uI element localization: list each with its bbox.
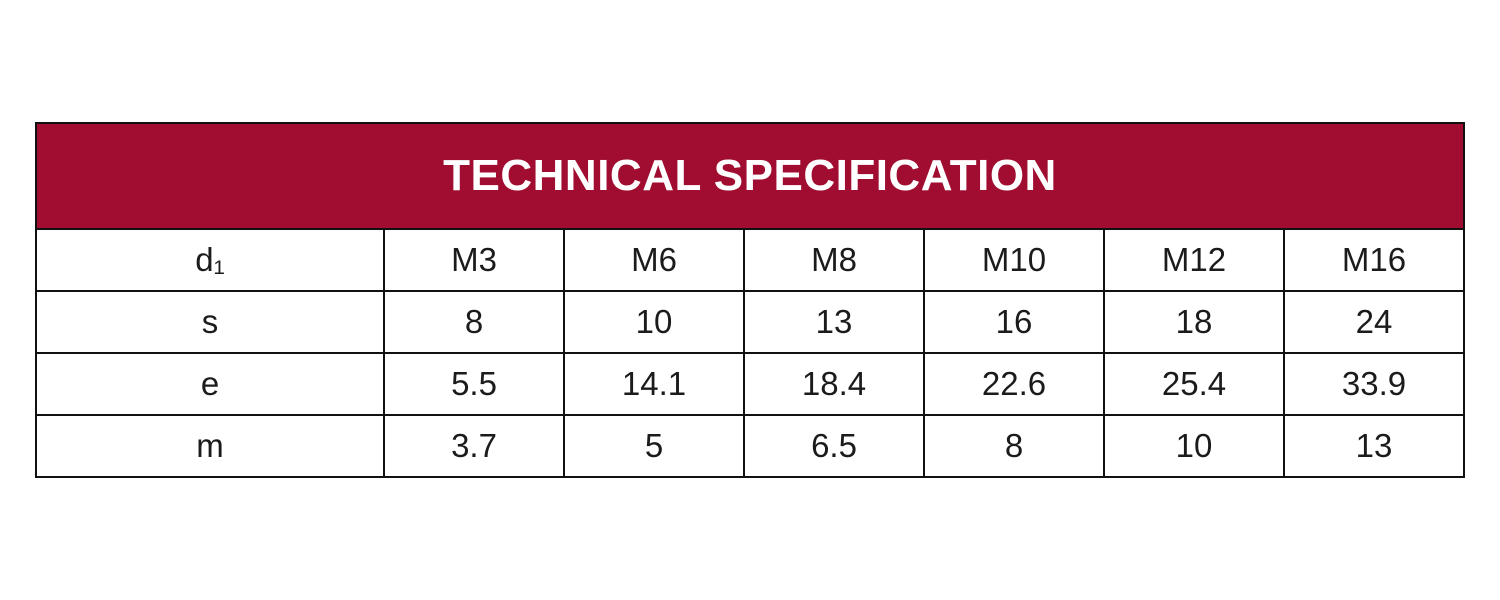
table-cell: 10 <box>563 290 745 354</box>
table-cell: 5.5 <box>383 352 565 416</box>
table-cell: M12 <box>1103 228 1285 292</box>
table-row-s: s 8 10 13 16 18 24 <box>35 290 1465 354</box>
row-label-m: m <box>35 414 385 478</box>
table-cell: 8 <box>383 290 565 354</box>
table-cell: 13 <box>743 290 925 354</box>
table-cell: 18 <box>1103 290 1285 354</box>
table-cell: M10 <box>923 228 1105 292</box>
table-cell: M16 <box>1283 228 1465 292</box>
table-cell: 25.4 <box>1103 352 1285 416</box>
table-cell: M3 <box>383 228 565 292</box>
table-cell: 33.9 <box>1283 352 1465 416</box>
table-cell: 5 <box>563 414 745 478</box>
table-cell: 14.1 <box>563 352 745 416</box>
row-label-e: e <box>35 352 385 416</box>
table-title-row: TECHNICAL SPECIFICATION <box>35 122 1465 230</box>
table-cell: M8 <box>743 228 925 292</box>
table-cell: 18.4 <box>743 352 925 416</box>
table-cell: 16 <box>923 290 1105 354</box>
table-cell: 24 <box>1283 290 1465 354</box>
table-cell: 13 <box>1283 414 1465 478</box>
table-cell: 22.6 <box>923 352 1105 416</box>
table-cell: 8 <box>923 414 1105 478</box>
technical-specification-table: TECHNICAL SPECIFICATION d₁ M3 M6 M8 M10 … <box>35 122 1465 478</box>
table-title: TECHNICAL SPECIFICATION <box>35 122 1465 230</box>
row-label-d1: d₁ <box>35 228 385 292</box>
table-row-m: m 3.7 5 6.5 8 10 13 <box>35 414 1465 478</box>
table-row-e: e 5.5 14.1 18.4 22.6 25.4 33.9 <box>35 352 1465 416</box>
table-row-d1: d₁ M3 M6 M8 M10 M12 M16 <box>35 228 1465 292</box>
table-cell: 6.5 <box>743 414 925 478</box>
table-cell: M6 <box>563 228 745 292</box>
row-label-s: s <box>35 290 385 354</box>
table-cell: 10 <box>1103 414 1285 478</box>
table-cell: 3.7 <box>383 414 565 478</box>
